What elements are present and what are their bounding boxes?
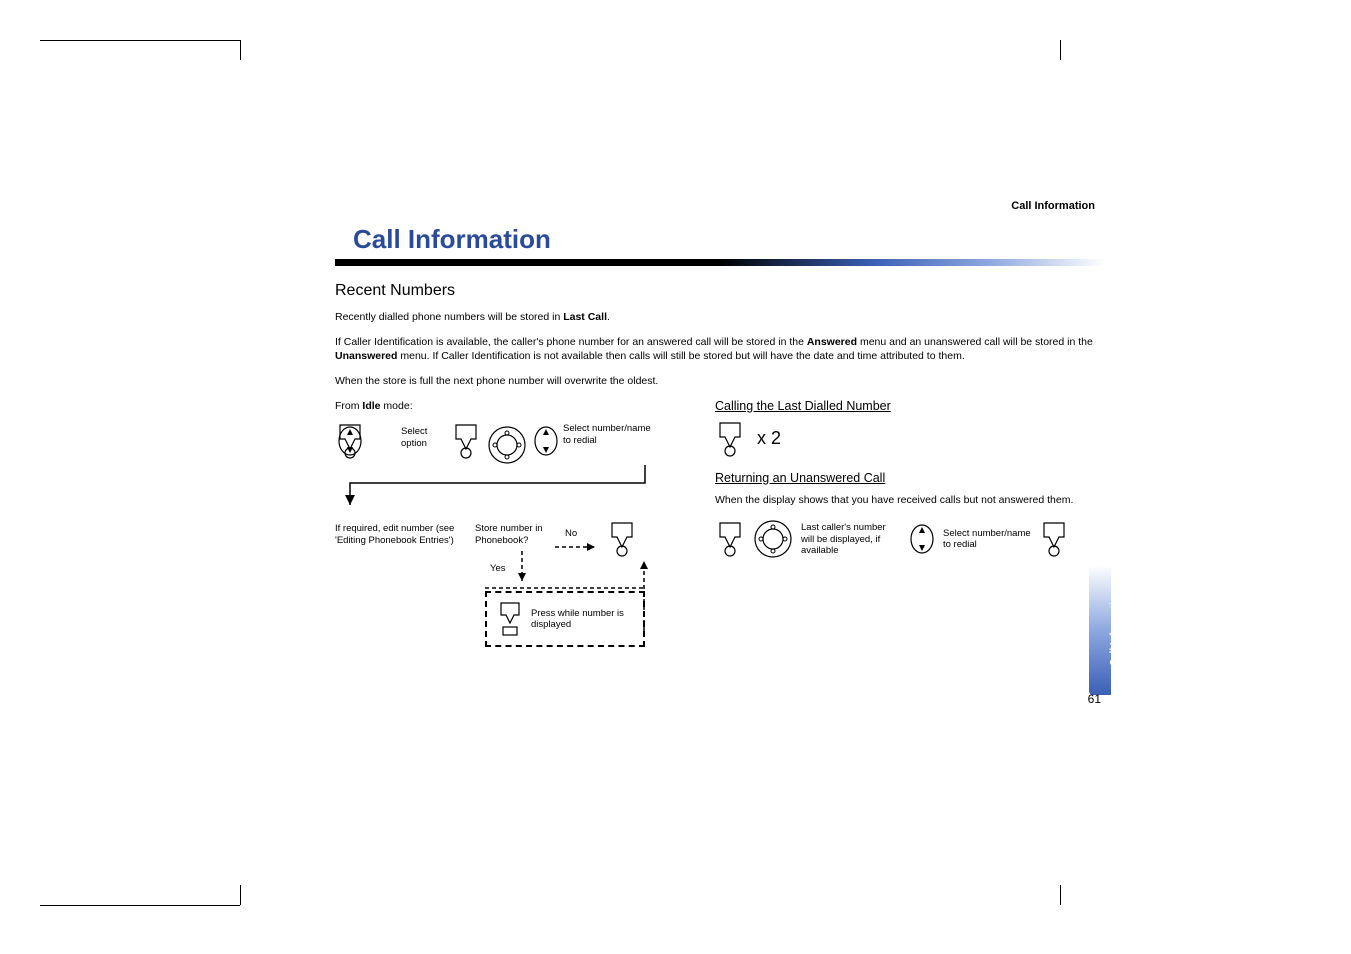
body-paragraph: Recently dialled phone numbers will be s… <box>335 310 1105 325</box>
page-header: Call Information <box>335 200 1105 212</box>
left-column: From Idle mode: Select option <box>335 399 685 664</box>
scroll-icon <box>531 423 561 459</box>
title-rule <box>335 259 1105 266</box>
label: Yes <box>490 563 506 574</box>
side-tab-label: Call Information <box>1109 590 1120 666</box>
connector-line <box>335 465 655 515</box>
label: No <box>565 528 577 539</box>
text: menu. If Caller Identification is not av… <box>397 350 964 362</box>
body-paragraph: When the display shows that you have rec… <box>715 493 1095 508</box>
right-column: Calling the Last Dialled Number x 2 Retu… <box>715 399 1095 664</box>
chapter-title: Call Information <box>335 224 1105 259</box>
flow-diagram: Select option <box>335 423 685 663</box>
nav-down-icon <box>451 423 481 459</box>
nav-down-icon <box>715 521 745 557</box>
text: Recently dialled phone numbers will be s… <box>335 311 563 323</box>
dashed-arrow-right <box>555 542 605 552</box>
label: Select number/name to redial <box>563 423 653 446</box>
crop-mark <box>240 40 241 60</box>
dial-icon <box>751 517 795 561</box>
dial-icon <box>485 423 529 467</box>
body-paragraph: If Caller Identification is available, t… <box>335 335 1105 364</box>
label: If required, edit number (see 'Editing P… <box>335 523 465 546</box>
text: mode: <box>381 400 413 412</box>
label: Last caller's number will be displayed, … <box>801 522 901 556</box>
nav-down-icon <box>1039 521 1069 557</box>
side-tab <box>1089 565 1111 695</box>
text: menu and an unanswered call will be stor… <box>857 336 1093 348</box>
label: Select number/name to redial <box>943 528 1033 551</box>
label: x 2 <box>757 428 781 449</box>
crop-mark <box>240 885 241 905</box>
sub-heading: Calling the Last Dialled Number <box>715 399 1095 413</box>
crop-mark <box>1060 885 1061 905</box>
dashed-connector <box>485 582 645 594</box>
flow-row: x 2 <box>715 421 1095 457</box>
text-bold: Idle <box>362 400 380 412</box>
text: From <box>335 400 362 412</box>
crop-mark <box>1060 40 1061 60</box>
label: Store number in Phonebook? <box>475 523 555 546</box>
nav-down-icon <box>715 421 745 457</box>
text-bold: Unanswered <box>335 350 397 362</box>
text-bold: Last Call <box>563 311 607 323</box>
page-number: 61 <box>1088 692 1101 706</box>
nav-down-icon <box>607 521 637 557</box>
text: If Caller Identification is available, t… <box>335 336 807 348</box>
crop-mark <box>40 905 240 906</box>
text-bold: Answered <box>807 336 857 348</box>
scroll-icon <box>907 521 937 557</box>
page-content: Call Information Call Information Recent… <box>335 200 1105 663</box>
columns: From Idle mode: Select option <box>335 399 1105 664</box>
from-idle: From Idle mode: <box>335 399 685 414</box>
body-paragraph: When the store is full the next phone nu… <box>335 374 1105 389</box>
dashed-box: Press while number is displayed <box>485 591 645 647</box>
nav-book-icon <box>497 601 523 637</box>
flow-row: Last caller's number will be displayed, … <box>715 517 1095 561</box>
crop-mark <box>40 40 240 41</box>
scroll-icon <box>335 423 365 459</box>
section-title: Recent Numbers <box>335 282 1105 300</box>
label: Press while number is displayed <box>531 608 631 631</box>
text: . <box>607 311 610 323</box>
sub-heading: Returning an Unanswered Call <box>715 471 1095 485</box>
label: Select option <box>401 426 441 449</box>
